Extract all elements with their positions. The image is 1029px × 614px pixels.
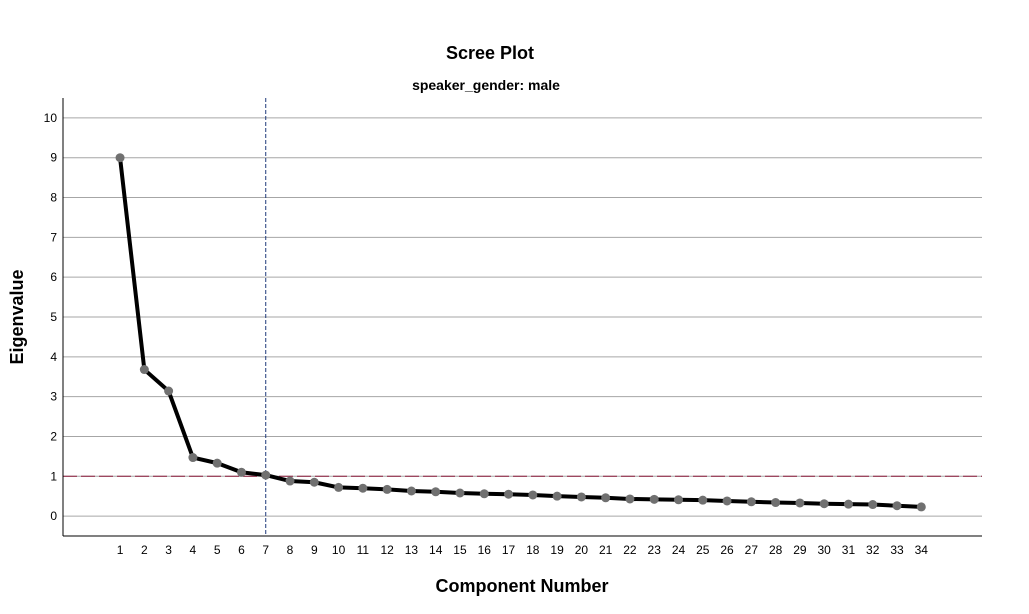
y-tick-label: 9 bbox=[50, 151, 57, 165]
x-tick-label: 11 bbox=[357, 543, 370, 557]
data-point bbox=[455, 488, 465, 498]
y-axis-title: Eigenvalue bbox=[7, 269, 27, 364]
x-tick-label: 16 bbox=[478, 543, 492, 557]
x-tick-label: 13 bbox=[405, 543, 419, 557]
x-tick-label: 26 bbox=[720, 543, 734, 557]
data-point bbox=[382, 484, 392, 494]
x-tick-label: 27 bbox=[745, 543, 759, 557]
data-point bbox=[795, 498, 805, 508]
data-point bbox=[528, 490, 538, 500]
data-point bbox=[892, 501, 902, 511]
x-tick-label: 28 bbox=[769, 543, 783, 557]
data-point bbox=[115, 153, 125, 163]
y-tick-label: 2 bbox=[50, 429, 57, 443]
data-point bbox=[698, 495, 708, 505]
x-tick-label: 12 bbox=[380, 543, 394, 557]
y-tick-labels: 0 1 2 3 4 5 6 7 8 9 10 bbox=[44, 111, 58, 523]
x-tick-label: 17 bbox=[502, 543, 516, 557]
x-tick-label: 6 bbox=[238, 543, 245, 557]
x-tick-label: 25 bbox=[696, 543, 710, 557]
x-tick-label: 21 bbox=[599, 543, 613, 557]
y-tick-label: 8 bbox=[50, 191, 57, 205]
y-tick-label: 1 bbox=[50, 469, 57, 483]
data-point bbox=[334, 482, 344, 492]
data-point bbox=[479, 489, 489, 499]
x-tick-label: 7 bbox=[262, 543, 269, 557]
data-point bbox=[236, 467, 246, 477]
data-point bbox=[649, 494, 659, 504]
chart-subtitle: speaker_gender: male bbox=[412, 77, 560, 93]
x-tick-label: 34 bbox=[915, 543, 929, 557]
y-tick-label: 5 bbox=[50, 310, 57, 324]
x-tick-label: 9 bbox=[311, 543, 318, 557]
x-tick-label: 8 bbox=[287, 543, 294, 557]
data-point bbox=[576, 492, 586, 502]
data-point bbox=[285, 476, 295, 486]
x-tick-label: 19 bbox=[550, 543, 564, 557]
y-tick-label: 7 bbox=[50, 230, 57, 244]
y-tick-label: 4 bbox=[50, 350, 57, 364]
data-point bbox=[504, 489, 514, 499]
x-tick-label: 31 bbox=[842, 543, 856, 557]
data-point bbox=[358, 483, 368, 493]
x-tick-label: 4 bbox=[190, 543, 197, 557]
data-point bbox=[843, 499, 853, 509]
data-point bbox=[819, 499, 829, 509]
x-tick-label: 29 bbox=[793, 543, 807, 557]
x-tick-label: 33 bbox=[890, 543, 904, 557]
x-tick-label: 24 bbox=[672, 543, 686, 557]
data-point bbox=[868, 500, 878, 510]
x-tick-labels: 1 2 3 4 5 6 7 8 9 10 11 12 13 14 15 16 17 18 19 20 21 22 23 24 2… bbox=[117, 543, 929, 557]
data-point bbox=[673, 495, 683, 505]
y-tick-label: 0 bbox=[50, 509, 57, 523]
data-point bbox=[601, 493, 611, 503]
data-point bbox=[552, 491, 562, 501]
data-point bbox=[771, 498, 781, 508]
y-tick-label: 3 bbox=[50, 390, 57, 404]
x-tick-label: 1 bbox=[117, 543, 124, 557]
reference-lines bbox=[63, 98, 982, 536]
data-point bbox=[625, 494, 635, 504]
data-point bbox=[431, 487, 441, 497]
data-point bbox=[188, 453, 198, 463]
data-point bbox=[261, 470, 271, 480]
x-tick-label: 5 bbox=[214, 543, 221, 557]
series-eigenvalue bbox=[115, 153, 926, 512]
data-point bbox=[722, 496, 732, 506]
x-tick-label: 20 bbox=[575, 543, 589, 557]
x-tick-label: 10 bbox=[332, 543, 346, 557]
x-tick-label: 14 bbox=[429, 543, 443, 557]
y-tick-label: 6 bbox=[50, 270, 57, 284]
y-tick-label: 10 bbox=[44, 111, 58, 125]
x-tick-label: 30 bbox=[817, 543, 831, 557]
data-point bbox=[164, 386, 174, 396]
x-tick-label: 18 bbox=[526, 543, 540, 557]
chart-title: Scree Plot bbox=[446, 43, 534, 63]
data-point bbox=[916, 502, 926, 512]
data-point bbox=[746, 497, 756, 507]
data-point bbox=[212, 458, 222, 468]
x-tick-label: 22 bbox=[623, 543, 637, 557]
x-tick-label: 32 bbox=[866, 543, 880, 557]
x-tick-label: 15 bbox=[453, 543, 467, 557]
gridlines bbox=[63, 117, 982, 517]
x-axis-title: Component Number bbox=[436, 576, 609, 596]
axes bbox=[62, 98, 982, 537]
data-point bbox=[139, 365, 149, 375]
x-tick-label: 23 bbox=[648, 543, 662, 557]
data-point bbox=[309, 477, 319, 487]
data-point bbox=[406, 486, 416, 496]
x-tick-label: 2 bbox=[141, 543, 148, 557]
x-tick-label: 3 bbox=[165, 543, 172, 557]
series-line bbox=[118, 157, 922, 509]
